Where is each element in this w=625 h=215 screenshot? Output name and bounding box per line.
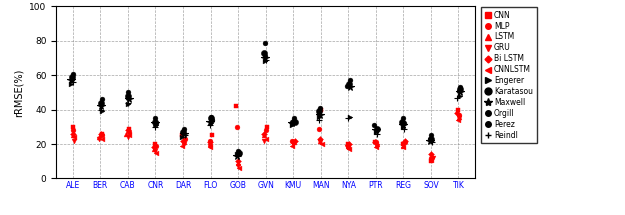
Legend: CNN, MLP, LSTM, GRU, Bi LSTM, CNNLSTM, Engerer, Karatasou, Maxwell, Orgill, Pere: CNN, MLP, LSTM, GRU, Bi LSTM, CNNLSTM, E… — [481, 7, 537, 143]
Y-axis label: rRMSE(%): rRMSE(%) — [14, 68, 24, 117]
